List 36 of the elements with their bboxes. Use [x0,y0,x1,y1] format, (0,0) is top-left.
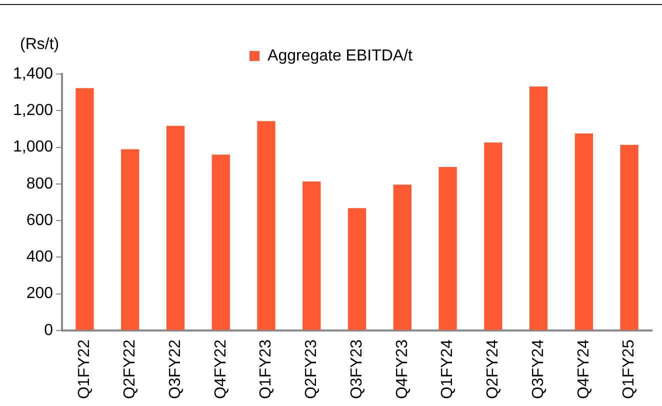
bar [438,167,457,330]
bar [76,88,94,330]
x-tick-label: Q1FY25 [620,339,638,400]
x-tick-label: Q3FY22 [166,339,184,400]
bar [574,134,594,330]
x-tick-label: Q4FY22 [212,339,230,400]
y-axis-title: (Rs/t) [20,36,60,54]
x-tick-label: Q2FY23 [303,339,320,400]
bar [529,86,548,330]
bar [166,126,185,330]
legend-label: Aggregate EBITDA/t [268,47,414,64]
y-tick-label: 600 [26,212,54,229]
bar [393,184,412,330]
y-tick-label: 1,200 [12,102,54,120]
y-tick-label: 1,000 [12,138,54,156]
x-tick-label: Q1FY22 [76,339,94,400]
bar [302,182,321,330]
bar [484,142,502,330]
x-tick-label: Q1FY24 [439,339,456,400]
x-tick-label: Q4FY24 [575,339,592,400]
bar [620,144,638,330]
y-tick-label: 200 [26,285,54,302]
y-tick-label: 400 [26,248,54,266]
bar [348,208,366,330]
bar [257,121,276,330]
x-tick-label: Q1FY23 [258,339,275,400]
bar [212,154,230,330]
y-tick-label: 0 [44,322,54,339]
x-tick-label: Q3FY24 [530,339,547,400]
x-tick-label: Q2FY24 [484,339,502,400]
x-tick-label: Q4FY23 [394,339,411,400]
y-tick-label: 800 [26,175,54,192]
bar [121,149,140,330]
y-tick-label: 1,400 [12,65,54,82]
x-tick-label: Q3FY23 [348,339,366,400]
x-tick-label: Q2FY22 [122,339,139,400]
